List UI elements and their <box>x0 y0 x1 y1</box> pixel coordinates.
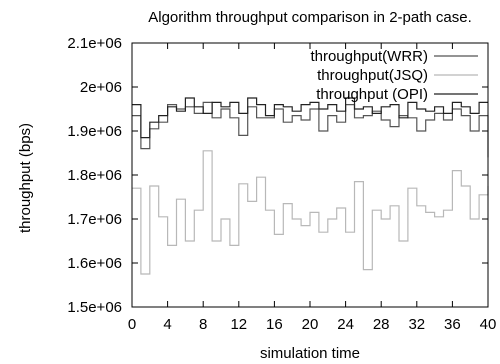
axis-ticks: 0 4 8 12 16 20 24 28 32 36 40 1.5e+06 1.6e+06 1.7e+06… <box>67 35 496 333</box>
legend-label-0: throughput(WRR) <box>310 48 428 65</box>
x-tick-label: 12 <box>230 316 247 333</box>
y-tick-label: 1.6e+06 <box>67 255 122 272</box>
x-tick-label: 4 <box>163 316 171 333</box>
x-tick-label: 24 <box>337 316 354 333</box>
x-tick-label: 0 <box>128 316 136 333</box>
y-axis-label: throughput (bps) <box>17 123 34 233</box>
x-tick-label: 36 <box>444 316 461 333</box>
y-tick-label: 1.5e+06 <box>67 299 122 316</box>
legend: throughput(WRR) throughput(JSQ) throughput… <box>310 48 478 103</box>
series-line-2 <box>132 97 488 139</box>
y-tick-label: 1.9e+06 <box>67 123 122 140</box>
legend-label-1: throughput(JSQ) <box>317 67 428 84</box>
y-tick-label: 1.7e+06 <box>67 211 122 228</box>
series-line-0 <box>132 101 489 158</box>
x-tick-label: 16 <box>266 316 283 333</box>
y-tick-label: 2e+06 <box>80 79 122 96</box>
x-axis-label: simulation time <box>260 345 360 362</box>
x-tick-label: 32 <box>408 316 425 333</box>
plot-frame <box>131 42 489 308</box>
x-tick-label: 20 <box>302 316 319 333</box>
legend-label-2: throughput (OPI) <box>316 86 428 103</box>
x-tick-label: 8 <box>199 316 207 333</box>
y-tick-label: 2.1e+06 <box>67 35 122 52</box>
series-lines <box>132 97 489 275</box>
chart-title: Algorithm throughput comparison in 2-pat… <box>148 9 472 26</box>
series-line-1 <box>132 150 489 275</box>
x-tick-label: 40 <box>480 316 497 333</box>
y-tick-label: 1.8e+06 <box>67 167 122 184</box>
x-tick-label: 28 <box>373 316 390 333</box>
